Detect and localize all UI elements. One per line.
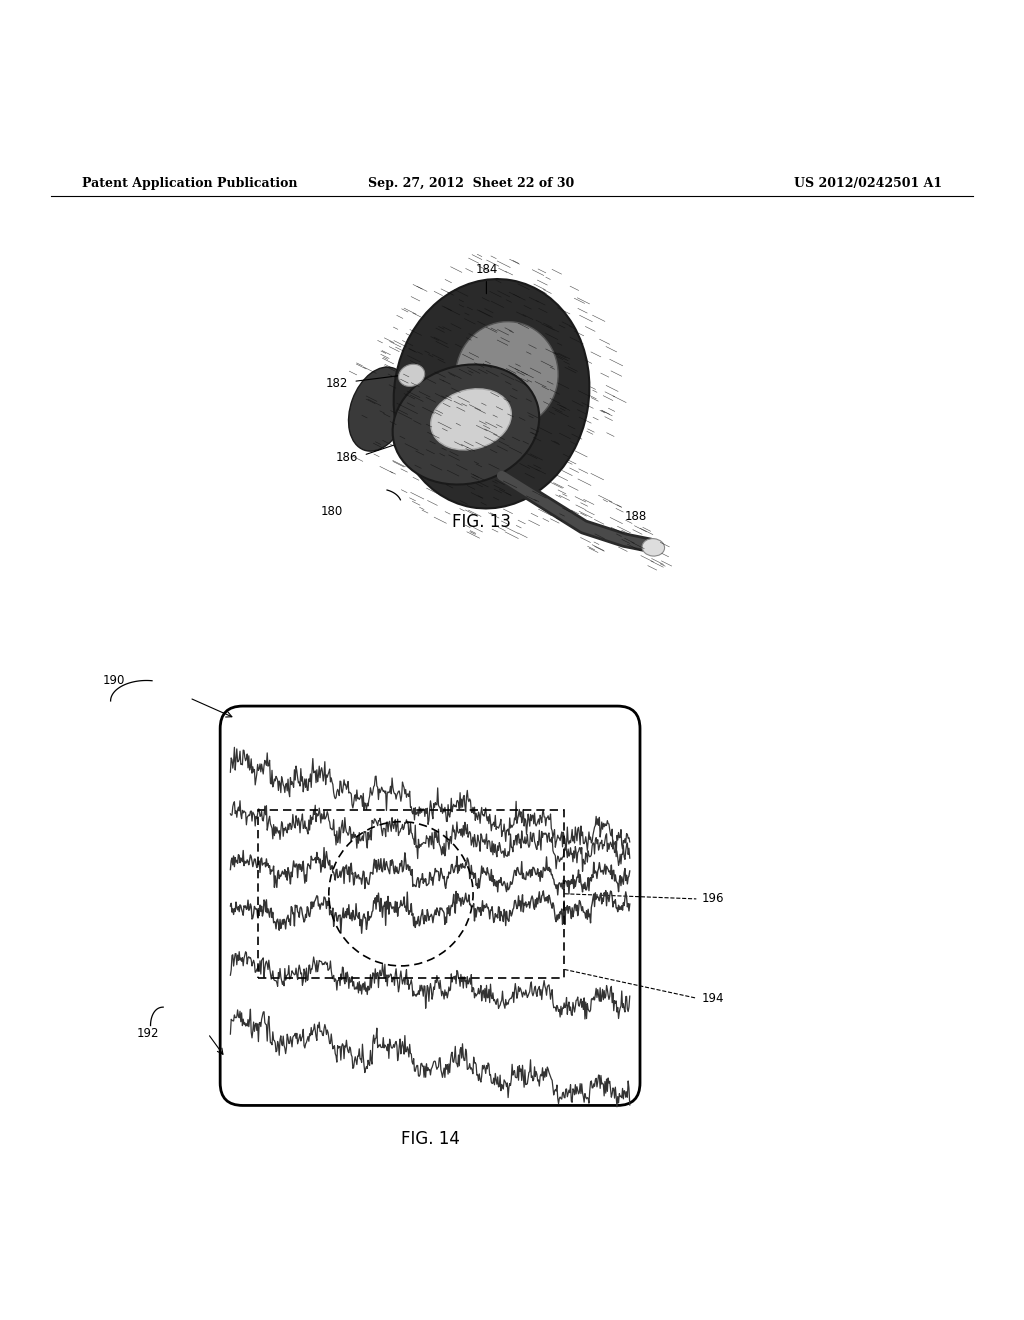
Text: FIG. 14: FIG. 14 — [400, 1130, 460, 1148]
Ellipse shape — [642, 539, 665, 556]
Text: 186: 186 — [336, 450, 358, 463]
Ellipse shape — [393, 279, 590, 508]
Ellipse shape — [431, 389, 511, 450]
Ellipse shape — [348, 367, 410, 451]
Text: 184: 184 — [475, 263, 498, 294]
Ellipse shape — [398, 364, 425, 387]
Text: 190: 190 — [102, 675, 125, 686]
Text: 196: 196 — [701, 892, 724, 906]
FancyBboxPatch shape — [220, 706, 640, 1105]
Text: US 2012/0242501 A1: US 2012/0242501 A1 — [794, 177, 942, 190]
Text: Patent Application Publication: Patent Application Publication — [82, 177, 297, 190]
Text: Sep. 27, 2012  Sheet 22 of 30: Sep. 27, 2012 Sheet 22 of 30 — [368, 177, 574, 190]
Text: 188: 188 — [625, 510, 647, 523]
Text: FIG. 13: FIG. 13 — [452, 512, 511, 531]
Text: 180: 180 — [321, 506, 343, 517]
Ellipse shape — [392, 364, 540, 484]
Text: 182: 182 — [326, 378, 348, 389]
Ellipse shape — [456, 322, 558, 429]
Text: 194: 194 — [701, 991, 724, 1005]
Text: 192: 192 — [136, 1027, 159, 1040]
Bar — [258, 810, 564, 978]
